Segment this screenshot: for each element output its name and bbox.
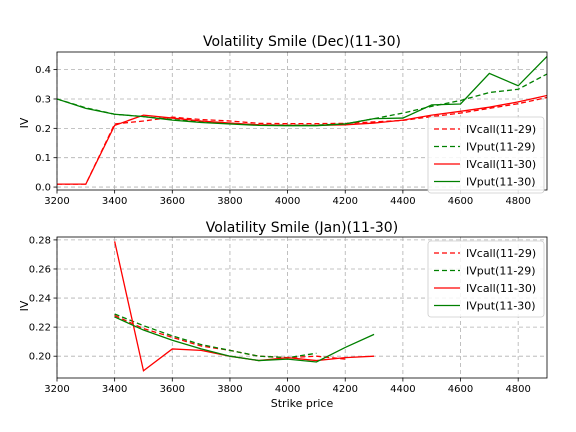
jan-y-tick-label: 0.22 <box>29 323 51 334</box>
jan-legend-label: IVput(11-29) <box>466 265 536 278</box>
dec-chart-title: Volatility Smile (Dec)(11-30) <box>203 34 401 50</box>
dec-legend-label: IVput(11-29) <box>466 141 536 154</box>
dec-x-tick-label: 4400 <box>390 196 415 207</box>
dec-y-tick-label: 0.3 <box>35 94 51 105</box>
dec-x-tick-label: 4000 <box>275 196 300 207</box>
jan-legend-label: IVcall(11-30) <box>466 282 536 295</box>
dec-y-axis-label: IV <box>18 117 31 128</box>
dec-x-tick-label: 3400 <box>102 196 127 207</box>
jan-series-line-3 <box>114 241 375 372</box>
dec-legend-label: IVcall(11-29) <box>466 123 536 136</box>
jan-x-tick-label: 4800 <box>505 384 530 395</box>
jan-y-tick-label: 0.28 <box>29 235 51 246</box>
dec-legend-box <box>427 116 545 194</box>
dec-series-line-4 <box>57 55 547 127</box>
jan-chart-title: Volatility Smile (Jan)(11-30) <box>206 220 398 236</box>
jan-x-tick-label: 3800 <box>217 384 242 395</box>
dec-series-line-1 <box>57 96 547 185</box>
jan-legend-label: IVput(11-30) <box>466 300 536 313</box>
jan-y-tick-label: 0.20 <box>29 352 51 363</box>
dec-x-tick-label: 4600 <box>448 196 473 207</box>
jan-legend-label: IVcall(11-29) <box>466 247 536 260</box>
jan-x-tick-label: 3400 <box>102 384 127 395</box>
jan-series <box>114 241 375 372</box>
dec-legend-label: IVcall(11-30) <box>466 158 536 171</box>
jan-series-line-4 <box>114 316 375 363</box>
jan-y-tick-label: 0.26 <box>29 264 51 275</box>
dec-x-tick-label: 3800 <box>217 196 242 207</box>
dec-panel: Volatility Smile (Dec)(11-30) IV 3200 340… <box>18 34 548 207</box>
dec-x-tick-label: 4800 <box>505 196 530 207</box>
dec-y-tick-label: 0.2 <box>35 124 51 135</box>
jan-x-tick-label: 4000 <box>275 384 300 395</box>
dec-x-tick-label: 4200 <box>333 196 358 207</box>
dec-legend: IVcall(11-29) IVput(11-29) IVcall(11-30) IV… <box>427 116 545 194</box>
jan-x-tick-label: 3600 <box>160 384 185 395</box>
dec-legend-label: IVput(11-30) <box>466 176 536 189</box>
jan-legend: IVcall(11-29) IVput(11-29) IVcall(11-30) IV… <box>427 240 545 318</box>
dec-series <box>57 55 547 185</box>
jan-y-axis-label: IV <box>18 300 31 311</box>
jan-x-tick-label: 4600 <box>448 384 473 395</box>
jan-panel: Volatility Smile (Jan)(11-30) IV Strike … <box>18 220 548 410</box>
jan-ticks: 3200 3400 3600 3800 4000 4200 4400 4600 4800 0.20… <box>29 235 531 395</box>
jan-series-line-2 <box>114 313 317 359</box>
jan-x-tick-label: 3200 <box>44 384 69 395</box>
dec-axes-frame <box>56 51 548 191</box>
jan-axes-frame <box>56 236 548 379</box>
dec-y-tick-label: 0.0 <box>35 183 51 194</box>
dec-y-tick-label: 0.4 <box>35 65 51 76</box>
jan-x-axis-label: Strike price <box>271 397 334 410</box>
jan-legend-box <box>427 240 545 318</box>
jan-x-tick-label: 4400 <box>390 384 415 395</box>
dec-x-tick-label: 3600 <box>160 196 185 207</box>
dec-y-tick-label: 0.1 <box>35 153 51 164</box>
jan-x-tick-label: 4200 <box>333 384 358 395</box>
dec-x-tick-label: 3200 <box>44 196 69 207</box>
jan-y-tick-label: 0.24 <box>29 294 51 305</box>
